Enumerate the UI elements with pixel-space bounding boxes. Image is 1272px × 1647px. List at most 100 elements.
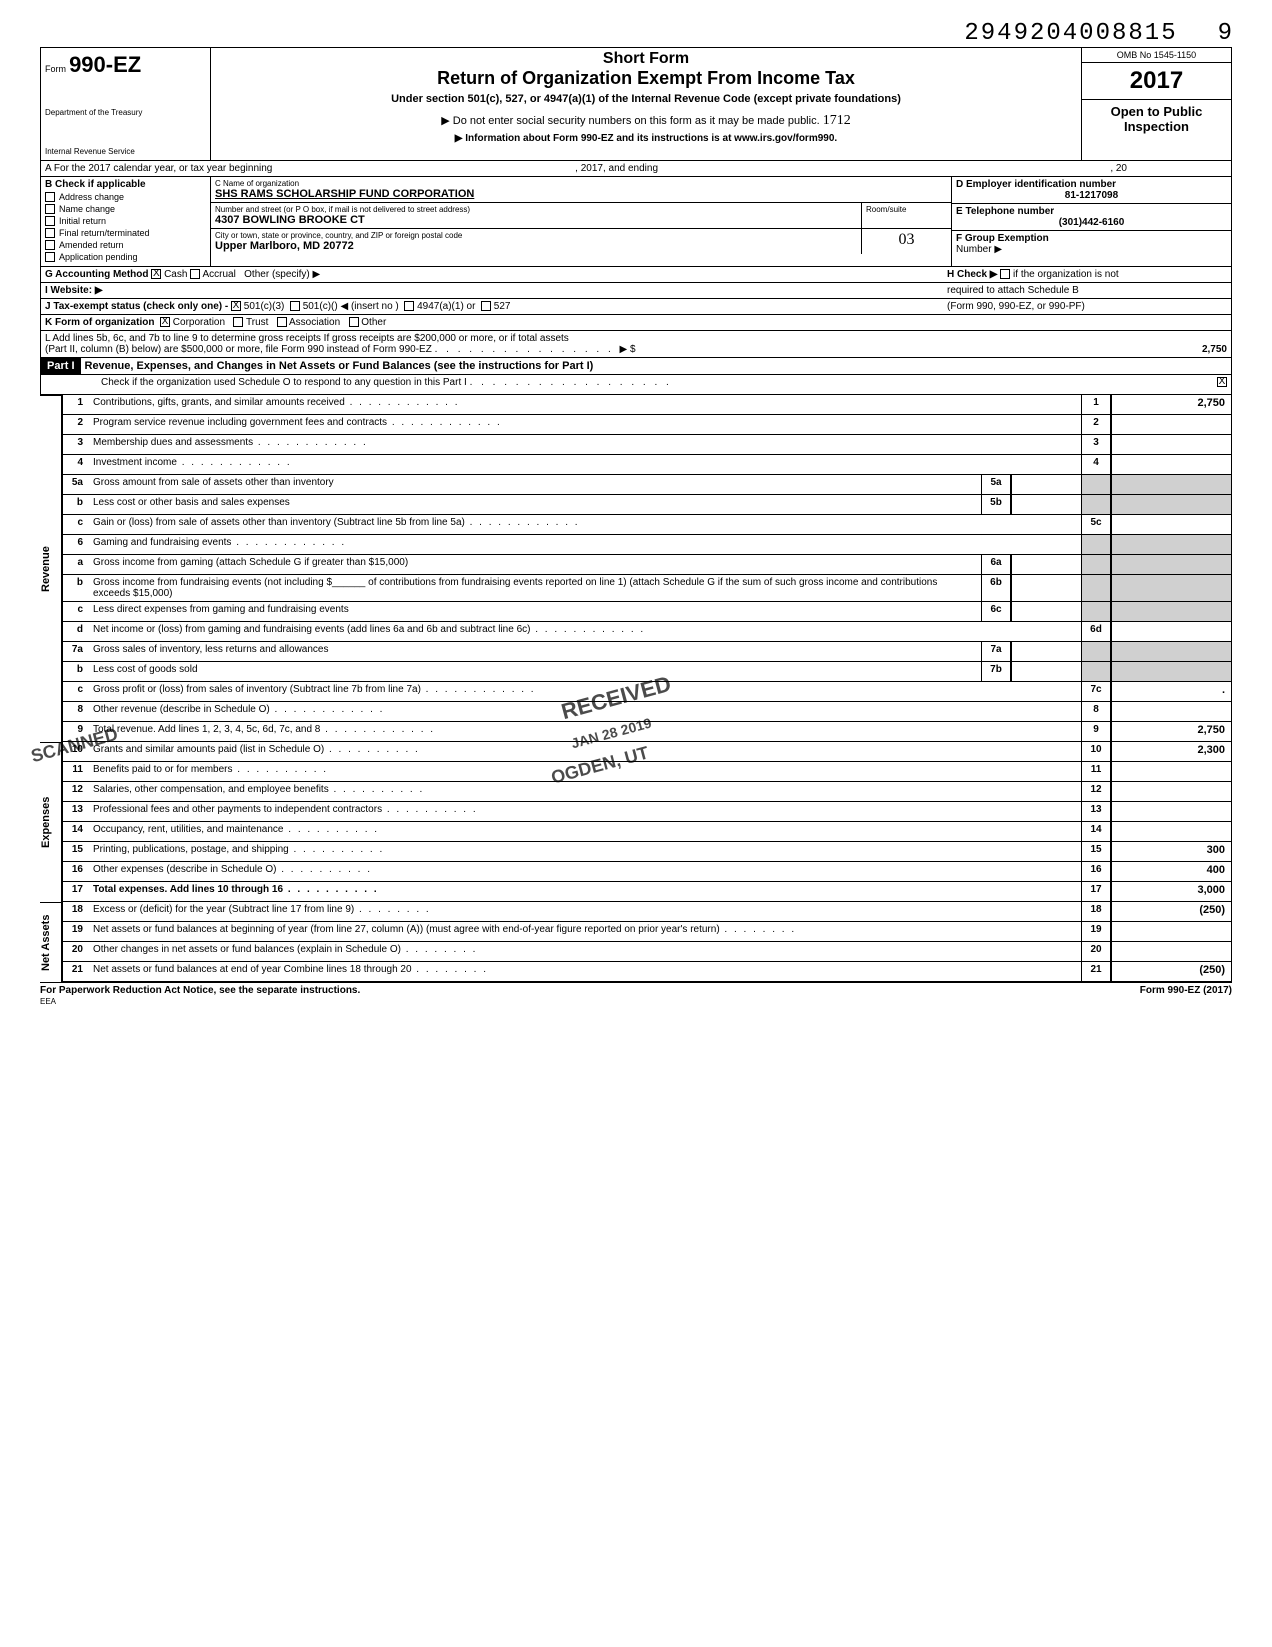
line-num: 7a xyxy=(63,642,89,661)
cb-501c[interactable] xyxy=(290,301,300,311)
line-amount xyxy=(1111,802,1231,821)
cb-amended[interactable] xyxy=(45,240,55,250)
line-amount xyxy=(1111,435,1231,454)
line-row: 4Investment income . . . . . . . . . . .… xyxy=(62,455,1232,475)
h-label: H Check ▶ xyxy=(947,269,997,280)
sub-val xyxy=(1011,662,1081,681)
lbl-pending: Application pending xyxy=(59,252,138,262)
line-row: 10Grants and similar amounts paid (list … xyxy=(62,742,1232,762)
street-label: Number and street (or P O box, if mail i… xyxy=(215,205,857,214)
form-number: 990-EZ xyxy=(69,52,141,77)
cb-accrual[interactable] xyxy=(190,269,200,279)
lbl-trust: Trust xyxy=(246,317,268,328)
line-num: b xyxy=(63,495,89,514)
line-desc: Other changes in net assets or fund bala… xyxy=(89,942,1081,961)
cb-pending[interactable] xyxy=(45,252,55,262)
line-num: 8 xyxy=(63,702,89,721)
line-desc: Professional fees and other payments to … xyxy=(89,802,1081,821)
line-row: 7aGross sales of inventory, less returns… xyxy=(62,642,1232,662)
ein-value: 81-1217098 xyxy=(956,190,1227,201)
line-num: 10 xyxy=(63,742,89,761)
line-amount: 3,000 xyxy=(1111,882,1231,901)
line-row: bLess cost of goods sold7b xyxy=(62,662,1232,682)
lbl-501c3: 501(c)(3) xyxy=(244,301,285,312)
line-desc: Salaries, other compensation, and employ… xyxy=(89,782,1081,801)
line-row: 8Other revenue (describe in Schedule O) … xyxy=(62,702,1232,722)
line-row: 21Net assets or fund balances at end of … xyxy=(62,962,1232,982)
return-title: Return of Organization Exempt From Incom… xyxy=(219,68,1073,89)
cb-other-org[interactable] xyxy=(349,317,359,327)
line-amount xyxy=(1111,475,1231,494)
sub-val xyxy=(1011,642,1081,661)
sub-val xyxy=(1011,602,1081,621)
line-mid-num: 10 xyxy=(1081,742,1111,761)
line-amount xyxy=(1111,922,1231,941)
lbl-initial: Initial return xyxy=(59,216,106,226)
k-label: K Form of organization xyxy=(45,317,154,328)
line-desc: Gross profit or (loss) from sales of inv… xyxy=(89,682,1081,701)
cb-schedule-o[interactable]: X xyxy=(1217,377,1227,387)
j-label: J Tax-exempt status (check only one) - xyxy=(45,301,228,312)
cb-final[interactable] xyxy=(45,228,55,238)
line-desc: Excess or (deficit) for the year (Subtra… xyxy=(89,902,1081,921)
line-row: 6Gaming and fundraising events . . . . .… xyxy=(62,535,1232,555)
lbl-name: Name change xyxy=(59,204,115,214)
line-mid-num: 2 xyxy=(1081,415,1111,434)
cb-527[interactable] xyxy=(481,301,491,311)
street: 4307 BOWLING BROOKE CT xyxy=(215,214,857,226)
sub-val xyxy=(1011,555,1081,574)
line-num: 3 xyxy=(63,435,89,454)
line-row: bLess cost or other basis and sales expe… xyxy=(62,495,1232,515)
line-mid-num: 19 xyxy=(1081,922,1111,941)
line-desc: Total expenses. Add lines 10 through 16 … xyxy=(89,882,1081,901)
line-num: a xyxy=(63,555,89,574)
lbl-other-method: Other (specify) ▶ xyxy=(244,269,320,280)
line-amount xyxy=(1111,622,1231,641)
line-amount: (250) xyxy=(1111,962,1231,981)
cb-cash[interactable]: X xyxy=(151,269,161,279)
line-desc: Gross sales of inventory, less returns a… xyxy=(89,642,981,661)
inspection: Inspection xyxy=(1086,119,1227,134)
cb-trust[interactable] xyxy=(233,317,243,327)
cb-address[interactable] xyxy=(45,192,55,202)
line-desc: Net income or (loss) from gaming and fun… xyxy=(89,622,1081,641)
footer-left: For Paperwork Reduction Act Notice, see … xyxy=(40,985,360,996)
lbl-amended: Amended return xyxy=(59,240,124,250)
cb-name[interactable] xyxy=(45,204,55,214)
line-mid-num: 17 xyxy=(1081,882,1111,901)
cb-assoc[interactable] xyxy=(277,317,287,327)
info-link: ▶ Information about Form 990-EZ and its … xyxy=(219,133,1073,144)
cb-501c3[interactable]: X xyxy=(231,301,241,311)
line-desc: Total revenue. Add lines 1, 2, 3, 4, 5c,… xyxy=(89,722,1081,741)
h-text2: required to attach Schedule B xyxy=(947,285,1227,296)
omb-number: OMB No 1545-1150 xyxy=(1082,48,1231,63)
line-row: dNet income or (loss) from gaming and fu… xyxy=(62,622,1232,642)
cb-corp[interactable]: X xyxy=(160,317,170,327)
line-mid-num: 15 xyxy=(1081,842,1111,861)
line-num: 1 xyxy=(63,395,89,414)
line-num: 16 xyxy=(63,862,89,881)
cb-h[interactable] xyxy=(1000,269,1010,279)
line-row: 9Total revenue. Add lines 1, 2, 3, 4, 5c… xyxy=(62,722,1232,742)
line-row: 19Net assets or fund balances at beginni… xyxy=(62,922,1232,942)
line-row: cGain or (loss) from sale of assets othe… xyxy=(62,515,1232,535)
cb-4947[interactable] xyxy=(404,301,414,311)
line-desc: Gross income from fundraising events (no… xyxy=(89,575,981,601)
line-num: 6 xyxy=(63,535,89,554)
line-amount xyxy=(1111,702,1231,721)
line-mid-num: 5c xyxy=(1081,515,1111,534)
line-mid-num: 14 xyxy=(1081,822,1111,841)
col-b: B Check if applicable Address change Nam… xyxy=(41,177,211,266)
line-row: 2Program service revenue including gover… xyxy=(62,415,1232,435)
i-label: I Website: ▶ xyxy=(45,285,103,296)
line-num: 17 xyxy=(63,882,89,901)
l-arrow: ▶ $ xyxy=(620,344,636,355)
line-row: 11Benefits paid to or for members . . . … xyxy=(62,762,1232,782)
line-amount xyxy=(1111,555,1231,574)
line-amount xyxy=(1111,415,1231,434)
cb-initial[interactable] xyxy=(45,216,55,226)
line-desc: Gain or (loss) from sale of assets other… xyxy=(89,515,1081,534)
row-a-text: A For the 2017 calendar year, or tax yea… xyxy=(45,163,272,174)
line-mid-num xyxy=(1081,535,1111,554)
room-val: 03 xyxy=(899,231,915,248)
